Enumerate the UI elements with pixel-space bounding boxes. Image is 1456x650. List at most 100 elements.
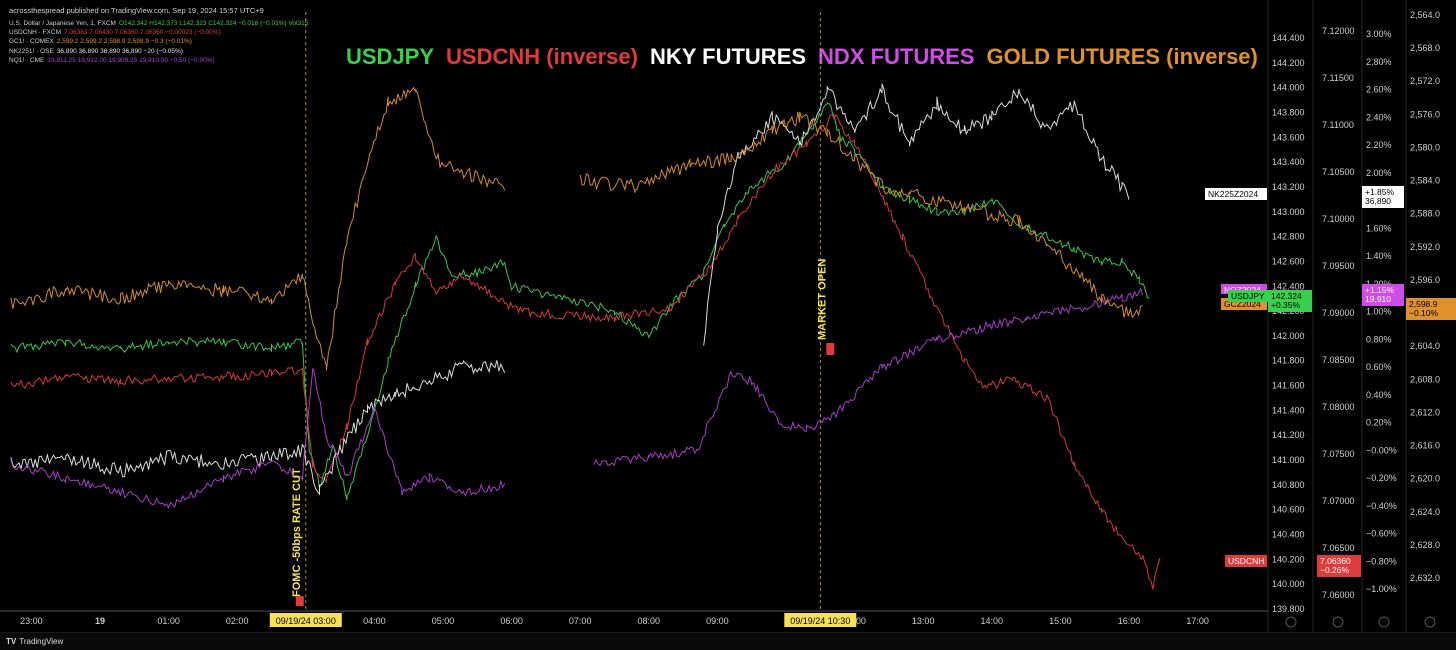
time-tick: 13:00: [912, 616, 935, 626]
usdjpy-tick: 143.200: [1272, 182, 1305, 192]
pct-tick: 0.40%: [1366, 390, 1392, 400]
pct-tick: 0.20%: [1366, 418, 1392, 428]
usdjpy-tick: 140.200: [1272, 554, 1305, 564]
usdjpy-price-tag: [1268, 290, 1312, 312]
gold-tick: 2,612.0: [1410, 407, 1440, 417]
usdcnh-tick: 7.08500: [1322, 355, 1355, 365]
nk-price-tag-text: 36,890: [1365, 196, 1391, 206]
usdcnh-price-tag-text: 7.06360: [1320, 556, 1351, 566]
usdcnh-tick: 7.11000: [1322, 120, 1354, 130]
time-tick: 07:00: [569, 616, 592, 626]
legend-row[interactable]: GC1! · COMEX 2,599.2 2,599.2 2,598.9 2,59…: [9, 37, 308, 46]
axis-scale-button[interactable]: [1332, 616, 1344, 628]
usdcnh-symbol-tag: [1225, 555, 1267, 567]
tv-logo-icon: TV: [6, 637, 17, 646]
usdjpy-price-tag-text: 142.324: [1271, 291, 1302, 301]
us-flag-icon: [295, 596, 304, 606]
nq-symbol-tag: [1221, 284, 1267, 294]
pct-tick: 1.60%: [1366, 223, 1392, 233]
pct-tick: −0.40%: [1366, 501, 1397, 511]
legend-row[interactable]: NQ1! · CME 19,911.25 19,912.00 19,909.25 …: [9, 56, 308, 65]
gold-tick: 2,576.0: [1410, 109, 1440, 119]
time-highlight: [269, 613, 342, 627]
legend-symbol: GC1! · COMEX: [9, 38, 54, 46]
series-titles: USDJPY USDCNH (inverse) NKY FUTURES NDX FUT…: [346, 44, 1270, 70]
legend-row[interactable]: USDCNH · FXCM 7.06383 7.06430 7.06360 7.0…: [9, 28, 308, 37]
usdjpy-tick: 140.600: [1272, 505, 1305, 515]
axis-scale-button[interactable]: [1285, 616, 1297, 628]
gold-tick: 2,608.0: [1410, 374, 1440, 384]
jp-flag-icon: [826, 343, 835, 355]
series-line-usdjpy: [10, 102, 1150, 501]
usdjpy-tick: 142.400: [1272, 281, 1305, 291]
series-line-gold-futures-inverse-: [10, 86, 1143, 371]
pct-tick: 1.00%: [1366, 307, 1392, 317]
gold-tick: 2,620.0: [1410, 474, 1440, 484]
pct-tick: −1.00%: [1366, 584, 1397, 594]
usdcnh-tick: 7.10000: [1322, 214, 1355, 224]
time-highlight-text: 09/19/24 03:00: [276, 616, 336, 626]
gold-tick: 2,592.0: [1410, 242, 1440, 252]
tradingview-logo[interactable]: TV TradingView: [6, 637, 64, 646]
legend-symbol: NQ1! · CME: [9, 56, 45, 64]
usdjpy-tick: 141.000: [1272, 455, 1305, 465]
chart-canvas[interactable]: 139.800 140.000 140.200 140.400 140.600 140.8…: [0, 0, 1456, 632]
legend-row[interactable]: NK2251! · OSE 36,890 36,890 36,890 36,890…: [9, 47, 308, 56]
usdcnh-tick: 7.11500: [1322, 73, 1354, 83]
series-line-ndx-futures: [10, 287, 1144, 509]
usdjpy-tick: 140.000: [1272, 579, 1305, 589]
usdjpy-price-tag-text: +0.35%: [1271, 300, 1301, 310]
gold-tick: 2,580.0: [1410, 142, 1440, 152]
pct-tick: −0.60%: [1366, 529, 1397, 539]
legend: U.S. Dollar / Japanese Yen, 1, FXCM O142.…: [9, 19, 308, 65]
gold-tick: 2,584.0: [1410, 176, 1440, 186]
usdjpy-tick: 139.800: [1272, 604, 1305, 614]
legend-row[interactable]: U.S. Dollar / Japanese Yen, 1, FXCM O142.…: [9, 19, 308, 28]
time-tick: 16:00: [1118, 616, 1141, 626]
time-highlight-text: 09/19/24 10:30: [790, 616, 850, 626]
gold-tick: 2,624.0: [1410, 507, 1440, 517]
gold-tick: 2,568.0: [1410, 43, 1440, 53]
gold-tick: 2,588.0: [1410, 209, 1440, 219]
usdjpy-tick: 143.400: [1272, 157, 1305, 167]
usdjpy-tick: 144.200: [1272, 58, 1305, 68]
series-title: NKY FUTURES: [649, 44, 807, 69]
axis-scale-button[interactable]: [1378, 616, 1390, 628]
market-open-label-text: MARKET OPEN: [816, 259, 828, 340]
time-tick: 05:00: [432, 616, 455, 626]
usdcnh-tick: 7.06500: [1322, 543, 1355, 553]
pct-tick: 2.40%: [1366, 112, 1392, 122]
publish-header: acrossthespread published on TradingView…: [9, 6, 264, 15]
gc-symbol-tag-text: GCZ2024: [1224, 299, 1261, 309]
legend-symbol: U.S. Dollar / Japanese Yen, 1, FXCM: [9, 20, 116, 27]
usdcnh-tick: 7.10500: [1322, 167, 1355, 177]
usdjpy-tick: 140.400: [1272, 530, 1305, 540]
usdcnh-price-tag-text: −0.26%: [1320, 565, 1350, 575]
pct-tick: 1.40%: [1366, 251, 1392, 261]
usdjpy-tick: 142.600: [1272, 256, 1305, 266]
time-tick: 06:00: [500, 616, 523, 626]
fomc-label-text: FOMC -50bps RATE CUT: [291, 468, 303, 597]
series-line-nky-futures: [10, 83, 1130, 496]
time-tick: 17:00: [1186, 616, 1209, 626]
gold-price-tag-text: −0.10%: [1409, 308, 1439, 318]
pct-tick: 2.60%: [1366, 85, 1392, 95]
gold-tick: 2,616.0: [1410, 441, 1440, 451]
time-tick: 04:00: [363, 616, 386, 626]
usdjpy-tick: 143.800: [1272, 107, 1305, 117]
gold-tick: 2,572.0: [1410, 76, 1440, 86]
gold-tick: 2,596.0: [1410, 275, 1440, 285]
usdcnh-tick: 7.09000: [1322, 308, 1355, 318]
legend-values: 36,890 36,890 36,890 36,890 −20 (−0.05%): [56, 47, 183, 55]
usdjpy-tick: 141.200: [1272, 430, 1305, 440]
time-tick: 09:00: [706, 616, 729, 626]
nk-price-tag-text: +1.85%: [1365, 187, 1395, 197]
gold-price-tag-text: 2,598.9: [1409, 299, 1438, 309]
time-tick: 08:00: [638, 616, 661, 626]
gold-tick: 2,604.0: [1410, 341, 1440, 351]
usdjpy-tick: 142.000: [1272, 331, 1305, 341]
nq-price-tag-text: 19,910: [1365, 294, 1391, 304]
usdjpy-tick: 141.600: [1272, 381, 1305, 391]
series-title: USDJPY: [346, 44, 435, 69]
axis-scale-button[interactable]: [1424, 616, 1436, 628]
